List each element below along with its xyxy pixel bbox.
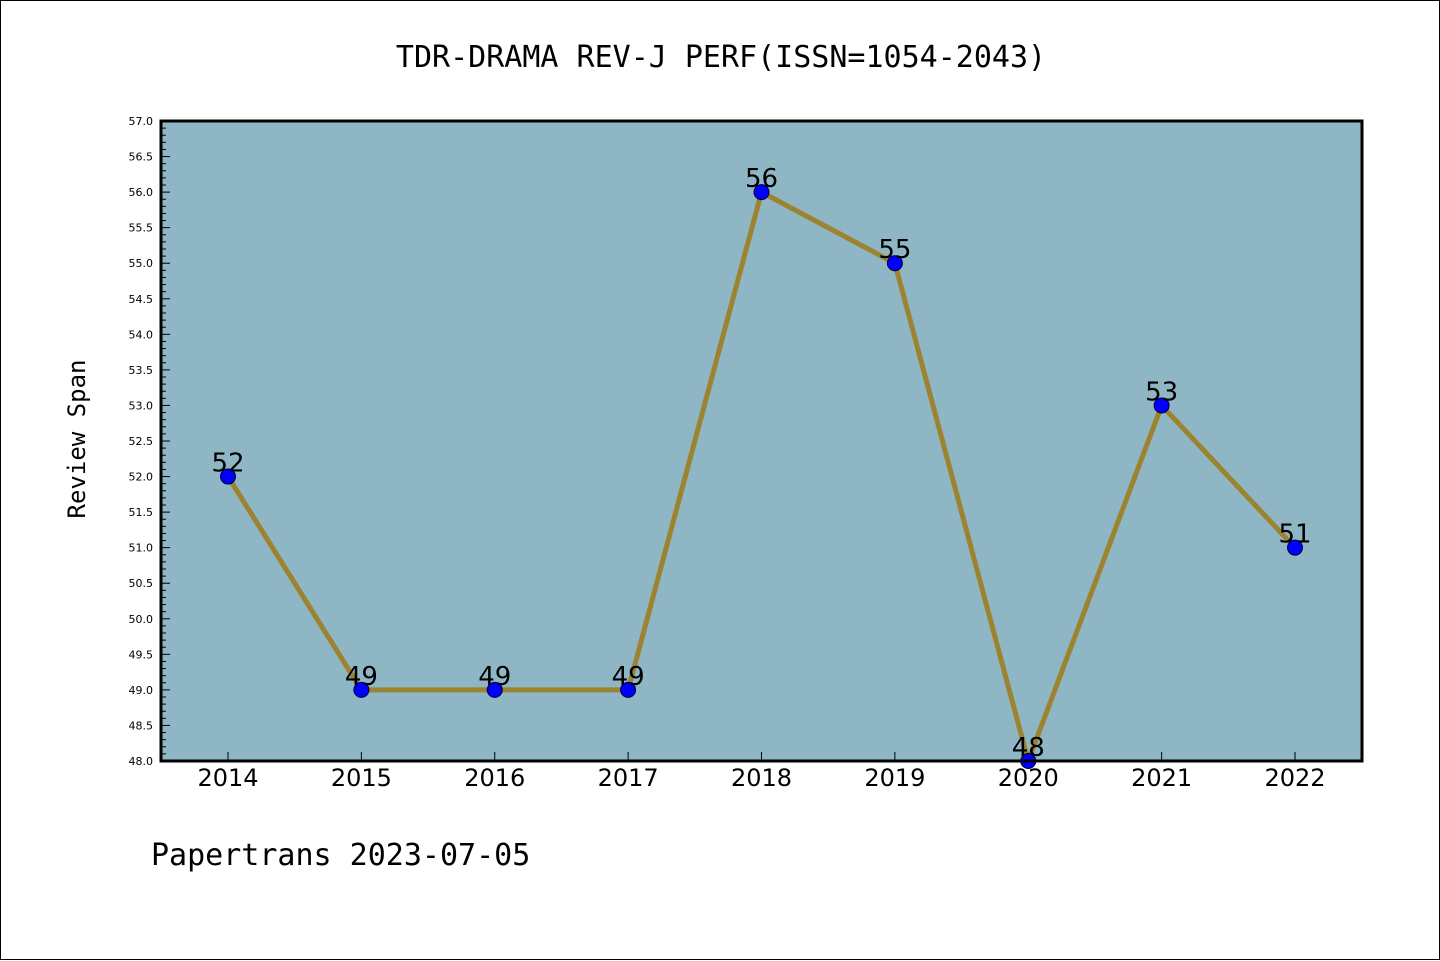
y-tick-label: 52.0 [129, 471, 154, 484]
y-axis: 48.0 48.5 49.0 49.5 50.0 50.5 51.0 51.5 52.0 52.5… [129, 115, 170, 768]
y-tick-label: 54.0 [129, 328, 154, 341]
data-label: 48 [1012, 733, 1045, 763]
y-tick-label: 49.0 [129, 684, 154, 697]
plot-area [161, 121, 1362, 761]
chart-title: TDR-DRAMA REV-J PERF(ISSN=1054-2043) [396, 40, 1046, 75]
data-label: 56 [745, 164, 778, 194]
y-axis-label: Review Span [63, 360, 91, 519]
data-label: 49 [345, 662, 378, 692]
y-tick-label: 49.5 [129, 648, 154, 661]
data-point-marker [753, 184, 770, 201]
x-tick-label: 2021 [1131, 764, 1192, 792]
data-point-marker [353, 681, 370, 698]
y-tick-label: 52.5 [129, 435, 154, 448]
y-tick-label: 48.0 [129, 755, 154, 768]
x-axis: 2014 2015 2016 2017 2018 2019 2020 2021 2022 [197, 752, 1326, 792]
y-tick-label: 51.5 [129, 506, 154, 519]
y-tick-label: 55.0 [129, 257, 154, 270]
y-tick-label: 56.0 [129, 186, 154, 199]
y-tick-label: 56.5 [129, 151, 154, 164]
y-tick-label: 54.5 [129, 293, 154, 306]
data-point-marker [220, 468, 236, 485]
data-label: 53 [1145, 377, 1178, 407]
x-tick-label: 2017 [598, 764, 659, 792]
y-tick-label: 51.0 [129, 542, 154, 555]
x-tick-label: 2016 [464, 764, 525, 792]
data-label: 51 [1278, 520, 1311, 550]
y-tick-label: 57.0 [129, 115, 154, 128]
x-tick-label: 2019 [864, 764, 925, 792]
x-tick-label: 2014 [197, 764, 258, 792]
y-tick-label: 53.0 [129, 399, 154, 412]
data-point-marker [1287, 539, 1303, 556]
x-tick-label: 2018 [731, 764, 792, 792]
y-tick-label: 55.5 [129, 222, 154, 235]
y-tick-label: 48.5 [129, 719, 154, 732]
data-label: 55 [878, 235, 911, 265]
y-tick-label: 53.5 [129, 364, 154, 377]
data-label: 49 [478, 662, 511, 692]
data-label: 52 [211, 449, 244, 479]
data-point-marker [620, 681, 637, 698]
data-point-marker [1153, 397, 1170, 414]
y-tick-label: 50.5 [129, 577, 154, 590]
footer-source-date: Papertrans 2023-07-05 [151, 838, 530, 873]
data-point-marker [486, 681, 503, 698]
x-tick-label: 2022 [1264, 764, 1325, 792]
data-point-marker [886, 255, 903, 272]
data-label: 49 [612, 662, 645, 692]
y-tick-label: 50.0 [129, 613, 154, 626]
x-tick-label: 2015 [331, 764, 392, 792]
plot-frame [159, 119, 1364, 763]
